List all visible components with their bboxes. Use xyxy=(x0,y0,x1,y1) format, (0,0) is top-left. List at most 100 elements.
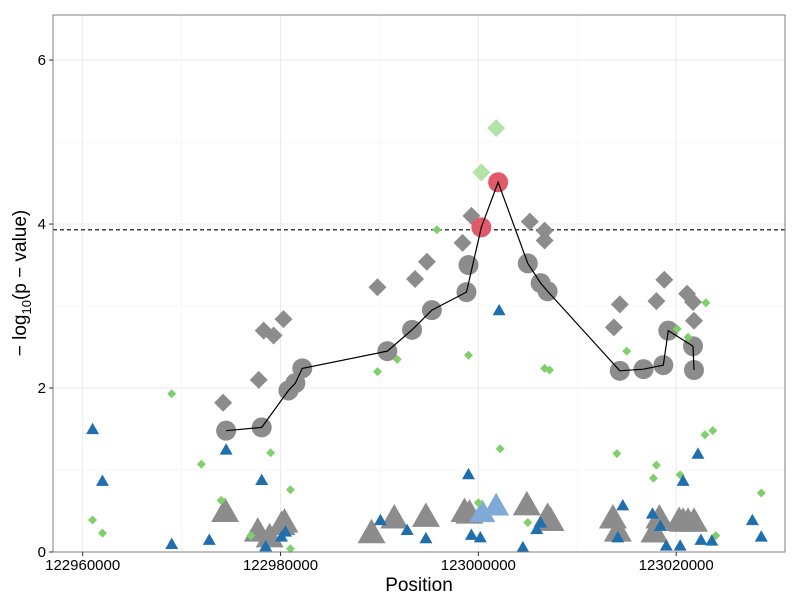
data-point-blue-light-triangles xyxy=(483,492,510,516)
data-point-gray-diamonds xyxy=(274,310,293,329)
data-point-gray-circles xyxy=(458,255,479,276)
data-point-blue-triangles xyxy=(659,539,673,551)
panel-border xyxy=(52,14,786,553)
data-point-green-diamonds xyxy=(701,298,711,308)
data-point-blue-triangles xyxy=(754,530,768,542)
data-point-blue-triangles xyxy=(464,528,478,540)
data-point-blue-triangles xyxy=(202,533,216,545)
data-point-blue-triangles xyxy=(461,467,475,480)
data-point-green-diamonds xyxy=(612,449,622,459)
data-point-gray-diamonds xyxy=(604,318,623,337)
data-point-green-diamonds xyxy=(285,485,295,495)
data-point-gray-diamonds xyxy=(417,252,436,271)
data-point-green-diamonds xyxy=(651,460,661,470)
y-axis-label-suffix: (p − value) xyxy=(10,210,31,300)
axes-layer: 0 2 4 6 122960000 122980000 123000000 123020000 xyxy=(38,52,714,574)
data-point-blue-triangles xyxy=(673,539,687,551)
data-point-blue-triangles xyxy=(530,522,544,535)
data-point-blue-triangles xyxy=(534,516,548,528)
data-point-blue-triangles xyxy=(611,531,625,543)
data-point-gray-diamonds xyxy=(453,233,472,252)
data-point-gray-triangles xyxy=(380,504,409,529)
y-tick-label: 6 xyxy=(38,52,46,69)
data-point-green-diamonds xyxy=(495,444,505,454)
data-point-gray-triangles xyxy=(645,504,674,529)
y-tick-label: 0 xyxy=(38,544,46,561)
data-point-green-diamonds xyxy=(473,498,483,508)
trend-layer xyxy=(226,180,695,432)
data-point-green-diamonds xyxy=(88,515,98,525)
data-point-gray-diamonds xyxy=(214,393,233,412)
data-point-blue-triangles xyxy=(219,443,233,455)
y-tick-label: 2 xyxy=(38,380,46,397)
data-point-blue-triangles xyxy=(691,447,705,459)
data-point-blue-triangles xyxy=(419,531,433,544)
data-point-green-diamonds xyxy=(432,225,442,235)
data-point-blue-triangles xyxy=(616,499,630,511)
y-axis-label: − log10(p − value) xyxy=(10,210,34,357)
data-point-gray-diamonds xyxy=(368,278,387,297)
points-layer xyxy=(86,119,768,554)
data-point-gray-diamonds xyxy=(406,269,425,288)
data-point-green-diamonds xyxy=(523,517,533,527)
data-point-blue-triangles xyxy=(473,531,487,543)
data-point-gray-triangles xyxy=(512,490,541,516)
data-point-blue-triangles xyxy=(95,474,109,486)
x-tick-label: 122960000 xyxy=(45,557,120,574)
data-point-blue-triangles xyxy=(653,519,667,531)
data-point-gray-triangles xyxy=(357,518,386,544)
data-point-blue-triangles xyxy=(492,303,506,316)
data-point-green-diamonds xyxy=(216,495,226,505)
data-point-gray-triangles xyxy=(270,508,299,533)
data-point-green-diamonds xyxy=(683,332,693,342)
data-point-blue-triangles xyxy=(516,540,530,553)
data-point-gray-triangles xyxy=(679,507,708,532)
data-point-gray-triangles xyxy=(603,517,632,542)
data-point-blue-triangles xyxy=(645,507,659,519)
data-point-gray-diamonds xyxy=(520,212,539,231)
data-point-blue-light-triangles xyxy=(469,499,496,523)
data-point-green-diamonds xyxy=(167,389,177,399)
data-point-green-diamonds xyxy=(756,488,766,498)
data-point-blue-triangles xyxy=(705,534,719,546)
data-point-green-diamonds xyxy=(97,528,107,538)
trend-line xyxy=(226,180,695,432)
data-point-blue-triangles xyxy=(259,540,273,552)
data-point-gray-diamonds xyxy=(535,221,554,240)
data-point-green-diamonds xyxy=(246,531,256,541)
y-tick-label: 4 xyxy=(38,216,46,233)
data-point-blue-triangles xyxy=(165,537,179,549)
data-point-blue-triangles xyxy=(745,513,759,526)
data-point-gray-diamonds xyxy=(684,292,703,311)
data-point-green-light-diamonds xyxy=(472,163,491,182)
y-axis-label-subscript: 10 xyxy=(19,300,34,314)
data-point-green-diamonds xyxy=(392,354,402,364)
x-tick-label: 122980000 xyxy=(243,557,318,574)
x-axis-label: Position xyxy=(385,575,453,596)
data-point-green-diamonds xyxy=(266,448,276,458)
data-point-gray-diamonds xyxy=(610,295,629,314)
data-point-gray-diamonds xyxy=(264,326,283,345)
data-point-green-diamonds xyxy=(285,544,295,554)
data-point-gray-diamonds xyxy=(280,378,299,397)
data-point-green-diamonds xyxy=(700,430,710,440)
data-point-blue-triangles xyxy=(676,474,690,486)
data-point-gray-diamonds xyxy=(684,311,703,330)
data-point-green-diamonds xyxy=(622,346,632,356)
x-tick-label: 123000000 xyxy=(441,557,516,574)
x-tick-label: 123020000 xyxy=(639,557,714,574)
data-point-gray-diamonds xyxy=(647,292,666,311)
data-point-green-diamonds xyxy=(708,426,718,436)
data-point-green-diamonds xyxy=(463,350,473,360)
data-point-blue-triangles xyxy=(278,525,292,537)
data-point-gray-diamonds xyxy=(535,231,554,250)
data-point-gray-diamonds xyxy=(655,270,674,289)
data-point-green-diamonds xyxy=(540,363,550,373)
data-point-gray-triangles xyxy=(411,502,440,527)
data-point-blue-triangles xyxy=(694,533,708,545)
data-point-green-diamonds xyxy=(648,473,658,483)
data-point-blue-triangles xyxy=(400,523,414,536)
data-point-gray-triangles xyxy=(211,497,240,522)
